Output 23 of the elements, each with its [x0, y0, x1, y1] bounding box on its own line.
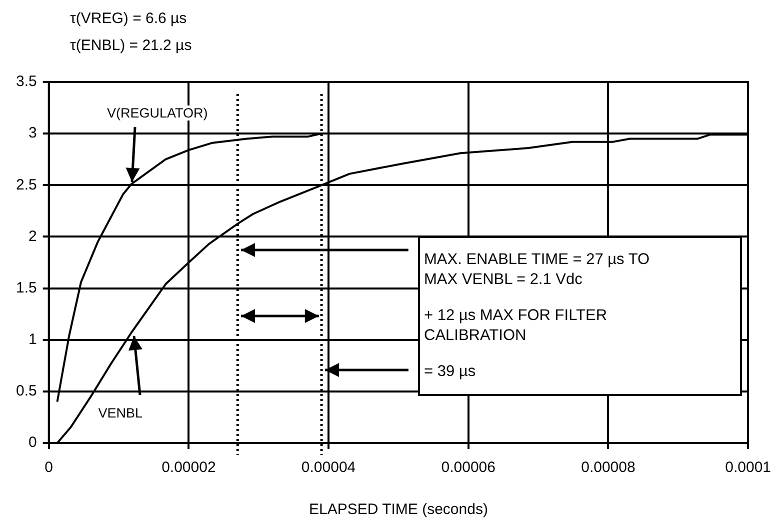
y-tick-label: 3.5	[16, 73, 37, 90]
annotation: = 39 µs	[424, 362, 477, 382]
y-tick-label: 1	[28, 331, 37, 348]
note-box: MAX. ENABLE TIME = 27 µs TO MAX VENBL = 2.1 Vdc + 12 µs MAX FOR FILTER CALIBRATION = 39 µs	[418, 236, 742, 396]
x-tick-label: 0.00006	[441, 459, 496, 476]
y-tick-label: 2	[28, 228, 37, 245]
x-tick-label: 0.00004	[301, 459, 356, 476]
y-tick-label: 0.5	[16, 382, 37, 400]
x-tick-label: 0	[44, 459, 54, 476]
x-axis-title: ELAPSED TIME (seconds)	[308, 501, 488, 518]
annotation: MAX. ENABLE TIME = 27 µs TO MAX VENBL = 2.1 Vdc	[424, 250, 651, 290]
y-tick-label: 1.5	[16, 279, 37, 296]
chart-subtitle: τ(ENBL) = 21.2 µs	[70, 37, 192, 54]
chart-title: τ(VREG) = 6.6 µs	[70, 10, 187, 27]
y-tick-label: 2.5	[16, 176, 37, 194]
x-tick-label: 0.0001	[725, 459, 772, 476]
annotation: VENBL	[96, 405, 144, 420]
x-tick-label: 0.00002	[162, 459, 216, 476]
annotation: + 12 µs MAX FOR FILTER CALIBRATION	[424, 306, 608, 346]
y-tick-label: 0	[28, 434, 37, 452]
x-tick-label: 0.00008	[581, 459, 636, 476]
y-tick-label: 3	[28, 124, 37, 142]
annotation: V(REGULATOR)	[104, 106, 210, 121]
